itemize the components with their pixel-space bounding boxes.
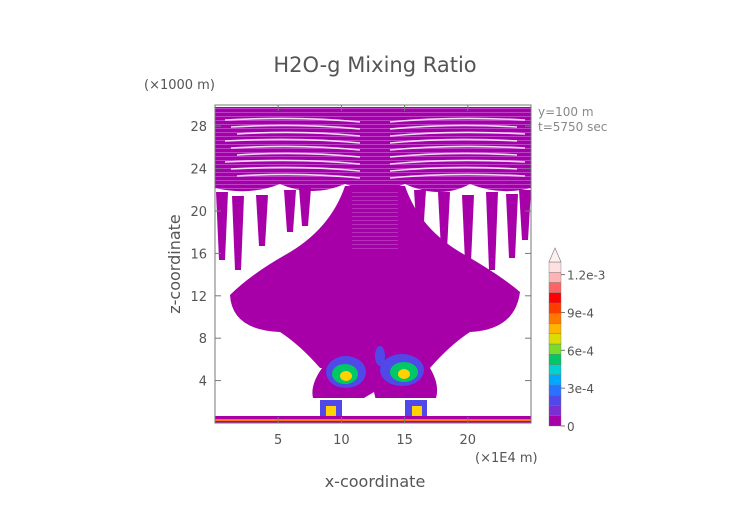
left-base-hot	[326, 406, 336, 416]
y-axis-title: z-coordinate	[165, 214, 184, 314]
y-axis: 4 8 12 16 20 24 28	[190, 120, 531, 390]
colorbar-overflow-arrow	[548, 247, 562, 263]
colorbar: 0 3e-4 6e-4 9e-4 1.2e-3	[548, 247, 605, 434]
colorbar-segment	[548, 261, 562, 273]
y-tick-label: 28	[190, 120, 207, 135]
plot-frame	[214, 104, 532, 424]
x-axis-title: x-coordinate	[325, 472, 426, 491]
y-tick-label: 20	[190, 205, 207, 220]
x-tick-label: 20	[460, 433, 477, 448]
surface-peak	[215, 419, 531, 421]
colorbar-segment	[548, 395, 562, 406]
colorbar-segment	[548, 415, 562, 427]
x-axis: 5 10 15 20	[274, 105, 476, 448]
wave-band	[230, 166, 518, 172]
x-unit-label: (×1E4 m)	[475, 451, 538, 466]
center-core	[375, 346, 385, 366]
moisture-finger	[256, 195, 268, 246]
colorbar-segment	[548, 323, 562, 334]
moisture-finger	[284, 190, 296, 232]
x-tick-label: 15	[396, 433, 413, 448]
colorbar-segment	[548, 272, 562, 283]
upper-moisture-layer	[215, 107, 531, 192]
colorbar-segment	[548, 313, 562, 324]
colorbar-label: 0	[567, 420, 575, 434]
colorbar-segment	[548, 364, 562, 375]
y-tick-label: 8	[199, 332, 207, 347]
colorbar-label: 3e-4	[567, 382, 594, 396]
right-core-high	[398, 369, 410, 379]
moisture-finger	[232, 196, 244, 270]
colorbar-label: 9e-4	[567, 306, 594, 320]
colorbar-label: 1.2e-3	[567, 269, 605, 283]
colorbar-segment	[548, 292, 562, 304]
x-tick-label: 5	[274, 433, 282, 448]
y-tick-label: 24	[190, 163, 207, 178]
moisture-finger	[299, 188, 311, 226]
wave-band	[224, 159, 526, 165]
colorbar-segment	[548, 282, 562, 293]
y-unit-label: (×1000 m)	[144, 78, 215, 93]
colorbar-segment	[548, 333, 562, 345]
moisture-finger	[519, 190, 531, 240]
wave-band	[224, 117, 526, 123]
wave-band	[236, 152, 518, 158]
left-core-high	[340, 371, 352, 381]
wave-band	[224, 138, 518, 144]
y-tick-label: 16	[190, 247, 207, 262]
moisture-finger	[438, 192, 450, 250]
chart-title: H2O-g Mixing Ratio	[273, 53, 476, 77]
moisture-finger	[506, 194, 518, 258]
colorbar-segment	[548, 343, 562, 355]
colorbar-segment	[548, 374, 562, 386]
y-tick-label: 12	[190, 290, 207, 305]
y-tick-label: 4	[199, 375, 207, 390]
right-base-hot	[412, 406, 422, 416]
colorbar-segment	[548, 405, 562, 416]
info-t: t=5750 sec	[538, 120, 607, 134]
colorbar-segment	[548, 354, 562, 365]
wave-band	[236, 173, 526, 179]
info-y: y=100 m	[538, 105, 594, 119]
x-tick-label: 10	[333, 433, 350, 448]
plot-field	[215, 107, 531, 423]
gap	[364, 392, 378, 412]
wave-band	[236, 131, 526, 137]
central-column-core	[352, 190, 398, 250]
colorbar-segment	[548, 302, 562, 314]
central-anvil	[230, 186, 520, 368]
moisture-finger	[462, 195, 474, 262]
colorbar-label: 6e-4	[567, 344, 594, 358]
moisture-finger	[486, 192, 498, 270]
moisture-finger	[216, 192, 228, 260]
wave-band	[230, 124, 518, 130]
colorbar-segment	[548, 384, 562, 396]
wave-band	[230, 145, 526, 151]
